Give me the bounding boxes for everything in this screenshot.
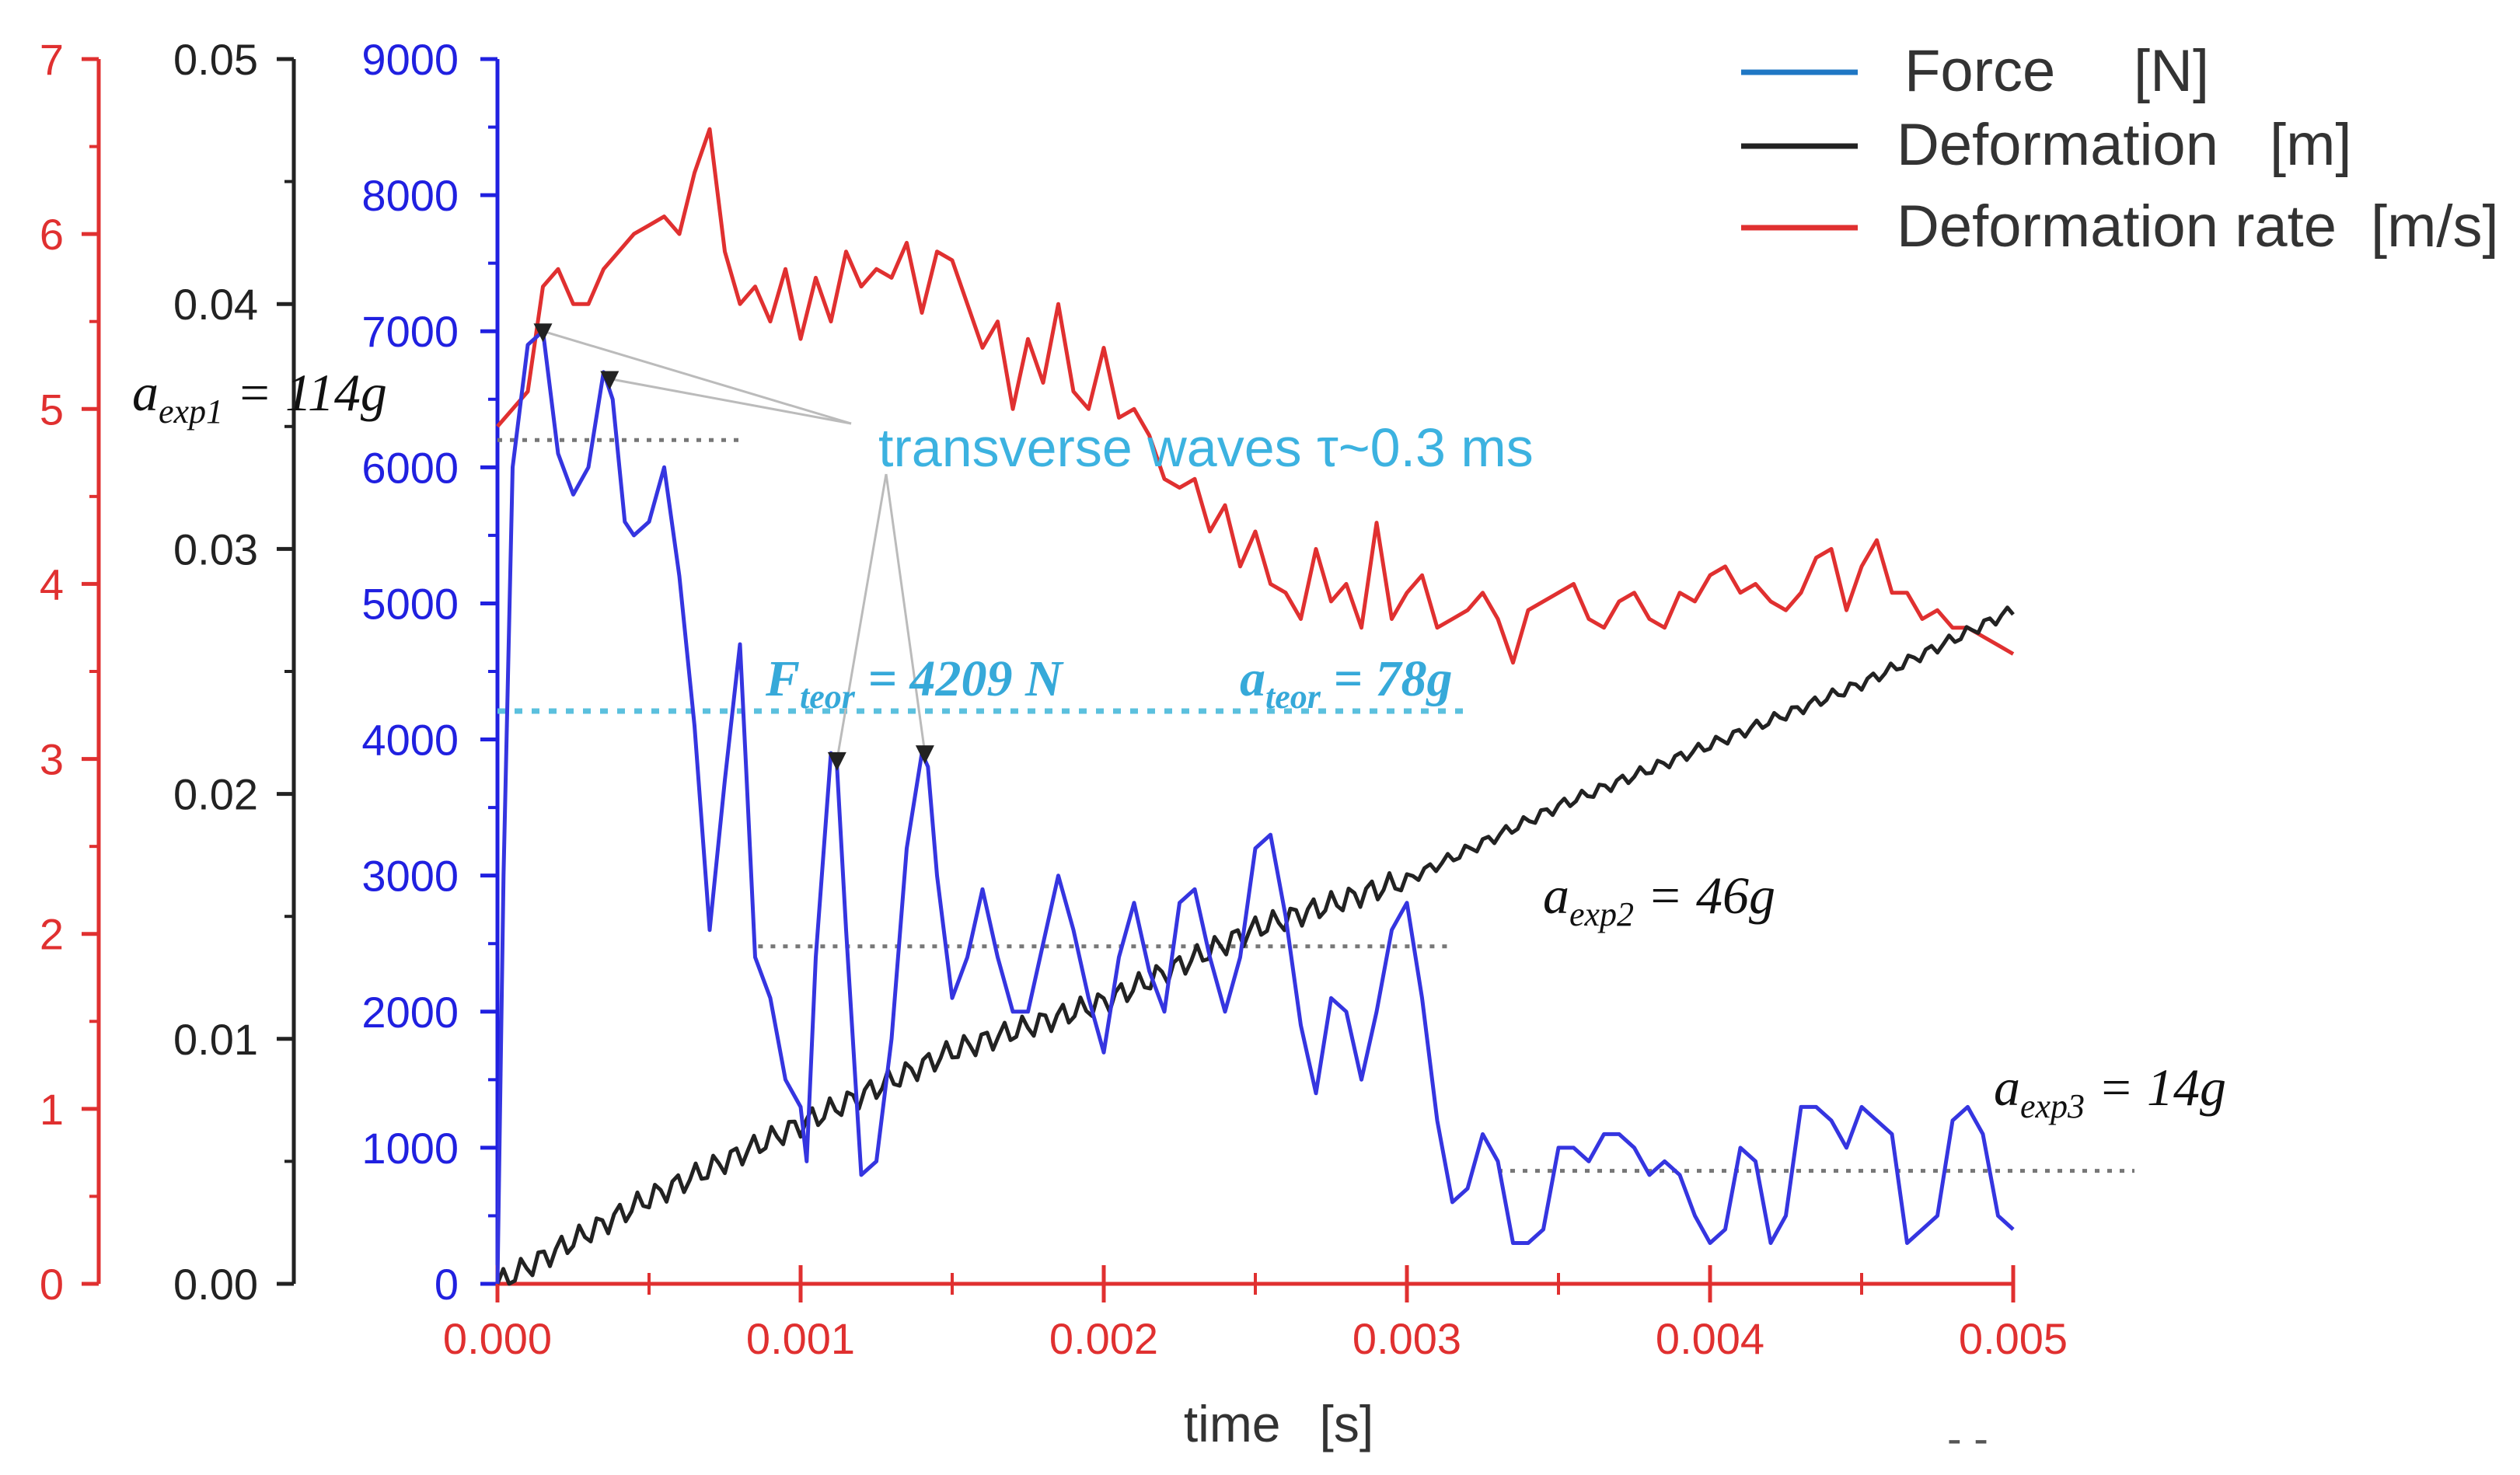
- annotation-a-exp2-base: a: [1543, 866, 1569, 925]
- legend-label-2: Deformation rate: [1897, 194, 2337, 260]
- legend: Force Deformation Deformation rate [N] [m] [m…: [1741, 38, 2499, 260]
- annotation-f-teor-base: F: [765, 650, 800, 707]
- annotation-a-exp2-sub: exp2: [1569, 895, 1634, 933]
- reference-lines: [497, 438, 2134, 1173]
- pointer-line: [609, 378, 852, 425]
- annotation-a-teor: ateor = 78g: [1240, 650, 1453, 716]
- x-tick-label: 0.005: [1959, 1314, 2068, 1363]
- pointer-line: [836, 473, 888, 761]
- annotation-a-exp2: aexp2 = 46g: [1543, 866, 1775, 933]
- y-tick-label-rate: 7: [40, 35, 64, 84]
- y-tick-label-rate: 1: [40, 1085, 64, 1134]
- x-axis-unit: [s]: [1320, 1395, 1374, 1452]
- y-tick-label-force: 3000: [361, 852, 459, 901]
- y-tick-label-deformation: 0.04: [173, 280, 258, 329]
- annotation-a-exp3-value: = 14g: [2085, 1058, 2226, 1117]
- y-tick-label-deformation: 0.00: [173, 1260, 258, 1309]
- y-tick-label-force: 2000: [361, 988, 459, 1037]
- y-tick-label-rate: 4: [40, 560, 64, 608]
- annotation-a-teor-value: = 78g: [1321, 650, 1453, 707]
- y-tick-label-rate: 3: [40, 735, 64, 784]
- annotation-a-exp1: aexp1 = 114g: [132, 363, 387, 431]
- y-tick-label-force: 9000: [361, 35, 459, 84]
- x-tick-label: 0.004: [1656, 1314, 1764, 1363]
- series-line-deformation-rate: [496, 127, 2015, 665]
- y-tick-label-force: 0: [435, 1260, 459, 1309]
- series-line-force: [495, 329, 2015, 1285]
- legend-label-1: Deformation: [1897, 112, 2218, 178]
- x-axis-title: time [s]: [1184, 1395, 1373, 1452]
- annotation-a-exp3-sub: exp3: [2020, 1087, 2085, 1125]
- annotation-f-teor-value: = 4209 N: [855, 650, 1064, 707]
- y-tick-label-rate: 0: [40, 1260, 64, 1309]
- y-tick-label-rate: 2: [40, 910, 64, 959]
- pointer-arrowhead: [915, 745, 934, 765]
- y-tick-label-rate: 6: [40, 210, 64, 259]
- y-tick-label-deformation: 0.03: [173, 525, 258, 574]
- pointer-line: [543, 330, 852, 425]
- annotation-a-exp1-sub: exp1: [159, 392, 223, 431]
- annotation-f-teor-sub: teor: [800, 678, 856, 716]
- legend-unit-1: [m]: [2270, 112, 2352, 178]
- y-tick-label-deformation: 0.02: [173, 770, 258, 819]
- pointer-line: [885, 473, 927, 754]
- x-tick-label: 0.003: [1352, 1314, 1461, 1363]
- legend-unit-0: [N]: [2134, 38, 2209, 104]
- x-tick-label: 0.000: [443, 1314, 552, 1363]
- y-tick-label-deformation: 0.01: [173, 1015, 258, 1064]
- axes-group: 0 1 2 3 4 5 6 7 0.00 0.01 0.02 0.03 0.04 0.05 0 1000 200…: [40, 35, 2068, 1463]
- x-tick-label: 0.002: [1049, 1314, 1158, 1363]
- annotation-f-teor: Fteor = 4209 N: [765, 650, 1064, 716]
- annotation-a-exp3-base: a: [1994, 1058, 2020, 1117]
- pointer-arrowhead: [533, 323, 553, 343]
- legend-label-0: Force: [1904, 38, 2055, 104]
- y-tick-label-rate: 5: [40, 385, 64, 434]
- footer-dashes: - -: [1947, 1414, 1988, 1463]
- annotation-a-teor-sub: teor: [1265, 678, 1321, 716]
- annotation-a-exp1-base: a: [132, 363, 159, 422]
- series-group: [495, 127, 2015, 1286]
- annotation-a-teor-base: a: [1240, 650, 1265, 707]
- y-tick-label-force: 5000: [361, 579, 459, 628]
- legend-unit-2: [m/s]: [2371, 194, 2499, 260]
- annotation-a-exp1-value: = 114g: [223, 363, 387, 422]
- annotation-a-exp3: aexp3 = 14g: [1994, 1058, 2226, 1125]
- x-axis-label: time: [1184, 1395, 1281, 1452]
- y-tick-label-deformation: 0.05: [173, 35, 258, 84]
- annotation-a-exp2-value: = 46g: [1634, 866, 1775, 925]
- annotation-pointers: [533, 323, 934, 771]
- y-tick-label-force: 7000: [361, 307, 459, 356]
- y-tick-label-force: 8000: [361, 171, 459, 220]
- series-line-deformation: [495, 605, 2015, 1286]
- y-tick-label-force: 1000: [361, 1124, 459, 1173]
- transverse-waves-label: transverse waves τ~0.3 ms: [878, 417, 1534, 478]
- pointer-arrowhead: [600, 371, 620, 390]
- y-tick-label-force: 4000: [361, 716, 459, 765]
- pointer-arrowhead: [827, 751, 846, 771]
- x-tick-label: 0.001: [746, 1314, 855, 1363]
- y-tick-label-force: 6000: [361, 443, 459, 492]
